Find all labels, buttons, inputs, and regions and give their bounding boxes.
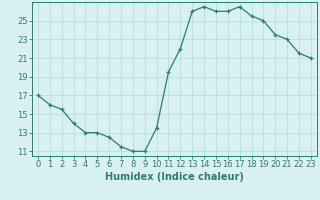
X-axis label: Humidex (Indice chaleur): Humidex (Indice chaleur) <box>105 172 244 182</box>
